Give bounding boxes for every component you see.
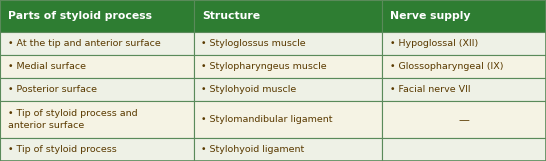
Bar (382, 0, 546, 32)
Bar (382, 138, 546, 161)
Text: • Stylopharyngeus muscle: • Stylopharyngeus muscle (201, 62, 327, 71)
Text: • Stylohyoid muscle: • Stylohyoid muscle (201, 85, 296, 94)
Text: • Medial surface: • Medial surface (8, 62, 86, 71)
Text: —: — (459, 115, 470, 125)
Text: • Posterior surface: • Posterior surface (8, 85, 97, 94)
Bar (0, 138, 194, 161)
Text: Structure: Structure (202, 11, 260, 21)
Bar (194, 138, 382, 161)
Text: • Hypoglossal (XII): • Hypoglossal (XII) (390, 39, 478, 48)
Bar (194, 78, 382, 101)
Bar (0, 78, 194, 101)
Text: • Glossopharyngeal (IX): • Glossopharyngeal (IX) (390, 62, 503, 71)
Text: • Stylohyoid ligament: • Stylohyoid ligament (201, 145, 305, 154)
Bar (0, 55, 194, 78)
Bar (0, 32, 194, 55)
Text: • Facial nerve VII: • Facial nerve VII (390, 85, 471, 94)
Text: Parts of styloid process: Parts of styloid process (8, 11, 152, 21)
Bar (194, 101, 382, 138)
Bar (194, 0, 382, 32)
Bar (0, 101, 194, 138)
Text: • At the tip and anterior surface: • At the tip and anterior surface (8, 39, 161, 48)
Bar (382, 101, 546, 138)
Text: • Tip of styloid process: • Tip of styloid process (8, 145, 116, 154)
Text: • Stylomandibular ligament: • Stylomandibular ligament (201, 115, 333, 124)
Text: • Tip of styloid process and
anterior surface: • Tip of styloid process and anterior su… (8, 109, 137, 130)
Bar (194, 32, 382, 55)
Bar (382, 32, 546, 55)
Bar (382, 78, 546, 101)
Text: • Styloglossus muscle: • Styloglossus muscle (201, 39, 306, 48)
Bar (0, 0, 194, 32)
Text: Nerve supply: Nerve supply (390, 11, 471, 21)
Bar (382, 55, 546, 78)
Bar (194, 55, 382, 78)
